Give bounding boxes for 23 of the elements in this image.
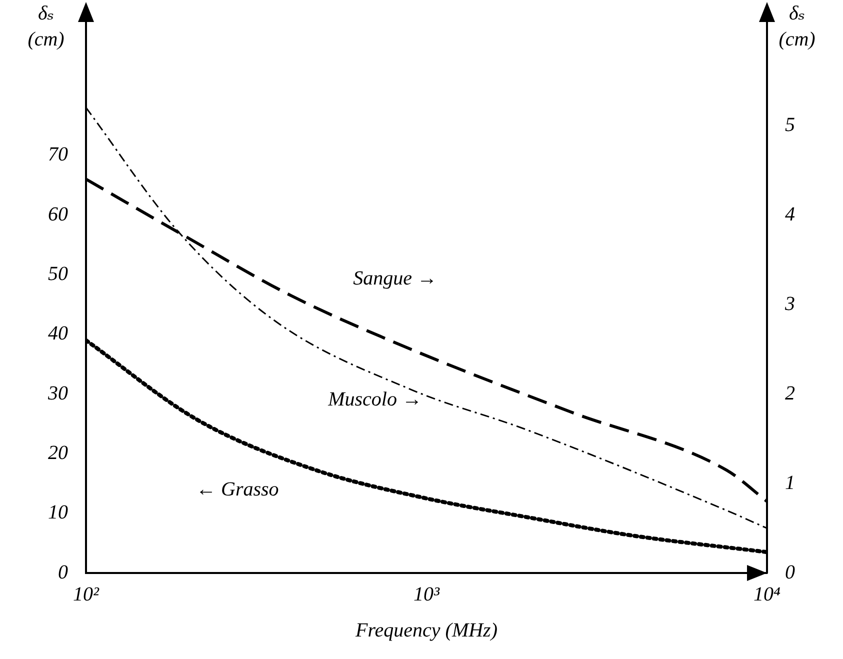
- y2-tick-label: 0: [785, 561, 795, 584]
- y-tick-label: 50: [48, 262, 68, 285]
- y-tick-label: 70: [48, 144, 68, 166]
- y2-tick-label: 2: [785, 382, 795, 404]
- y-tick-label: 30: [47, 382, 68, 404]
- x-tick-label: 10³: [414, 583, 440, 606]
- y2-tick-label: 5: [785, 114, 795, 136]
- y-tick-label: 0: [58, 561, 68, 584]
- y2-tick-label: 3: [784, 292, 795, 315]
- y2-tick-label: 4: [785, 203, 795, 226]
- y-tick-label: 20: [48, 442, 68, 464]
- series-label: Sangue →: [353, 267, 437, 290]
- series-label: Muscolo →: [327, 388, 422, 410]
- x-tick-label: 10²: [73, 583, 100, 606]
- y-tick-label: 10: [48, 502, 68, 524]
- x-axis-title: Frequency (MHz): [354, 619, 498, 642]
- x-tick-label: 10⁴: [754, 583, 781, 606]
- y2-tick-label: 1: [785, 472, 795, 494]
- y2-axis-title: δₛ (cm): [778, 2, 816, 50]
- series-label: ← Grasso: [196, 478, 279, 500]
- y-tick-label: 40: [48, 322, 68, 345]
- y-tick-label: 60: [48, 203, 68, 226]
- y-axis-title: δₛ (cm): [28, 2, 65, 50]
